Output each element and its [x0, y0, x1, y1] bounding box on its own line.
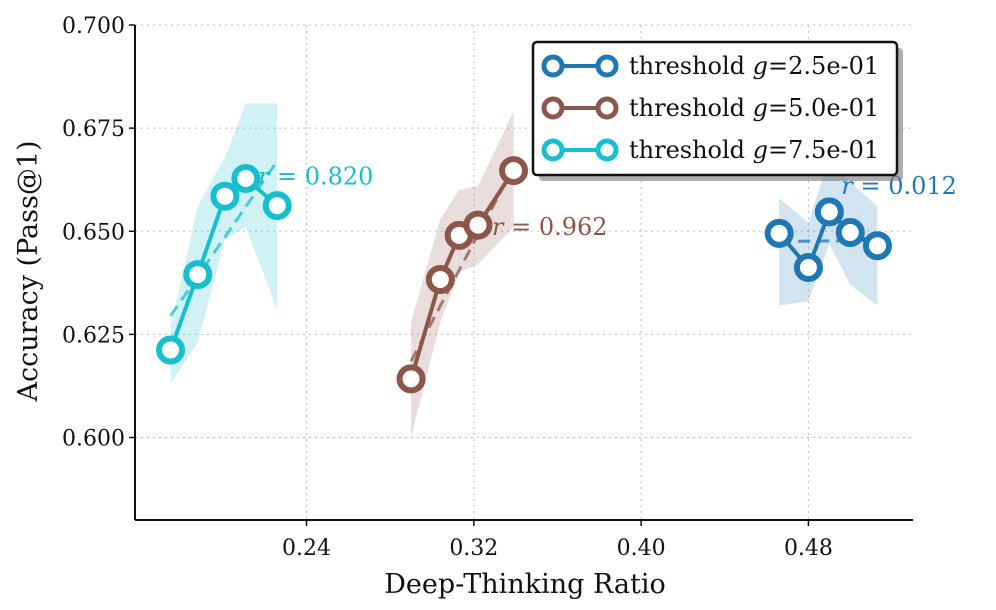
legend-label-value: =5.0e-01 — [768, 94, 879, 122]
correlation-label-2: r = 0.962 — [492, 213, 608, 241]
band-3 — [170, 103, 278, 384]
legend-label: threshold g=5.0e-01 — [629, 94, 879, 122]
legend-marker — [541, 138, 565, 162]
y-tick-label: 0.625 — [62, 323, 125, 348]
data-point — [463, 210, 493, 240]
data-point — [499, 156, 529, 186]
x-tick-label: 0.32 — [449, 536, 498, 561]
band-2 — [411, 111, 514, 438]
x-tick-label: 0.48 — [784, 536, 833, 561]
data-point — [425, 265, 455, 295]
legend-label-value: =7.5e-01 — [768, 136, 879, 164]
correlation-var: r — [492, 213, 505, 241]
y-tick-label: 0.700 — [62, 14, 125, 39]
correlation-label-3: r = 0.820 — [258, 162, 374, 190]
data-point — [764, 218, 794, 248]
x-tick-label: 0.24 — [282, 536, 331, 561]
y-tick-label: 0.650 — [62, 220, 125, 245]
data-point — [210, 181, 240, 211]
legend-box — [531, 40, 899, 177]
legend-marker — [595, 96, 619, 120]
legend-label: threshold g=2.5e-01 — [629, 52, 879, 80]
x-tick-label: 0.40 — [617, 536, 666, 561]
legend-label-var: g — [753, 52, 768, 80]
legend-label-var: g — [753, 94, 768, 122]
legend-label-prefix: threshold — [629, 136, 753, 164]
tick-labels: 0.24 0.32 0.40 0.48 0.600 0.625 0.650 0.675 0.70… — [62, 14, 833, 561]
series-lines — [156, 156, 892, 394]
fit-line-3 — [169, 160, 279, 317]
data-point — [814, 197, 844, 227]
legend-label-var: g — [753, 136, 768, 164]
legend-marker — [541, 96, 565, 120]
legend-marker — [595, 54, 619, 78]
data-point — [835, 217, 865, 247]
data-point — [396, 364, 426, 394]
correlation-value: = 0.962 — [503, 213, 607, 241]
y-tick-label: 0.675 — [62, 117, 125, 142]
data-point — [231, 163, 261, 193]
data-point — [183, 260, 213, 290]
axes — [129, 24, 913, 526]
correlation-var: r — [258, 162, 271, 190]
y-tick-label: 0.600 — [62, 427, 125, 452]
legend-label-prefix: threshold — [629, 94, 753, 122]
x-axis-label: Deep-Thinking Ratio — [384, 569, 666, 600]
legend-label-value: =2.5e-01 — [768, 52, 879, 80]
legend-label-prefix: threshold — [629, 52, 753, 80]
legend-marker — [541, 54, 565, 78]
data-point — [156, 335, 186, 365]
y-axis-label: Accuracy (Pass@1) — [13, 140, 44, 402]
legend-marker — [595, 138, 619, 162]
data-point — [862, 231, 892, 261]
legend-label: threshold g=7.5e-01 — [629, 136, 879, 164]
data-point — [793, 253, 823, 283]
correlation-value: = 0.820 — [269, 162, 373, 190]
data-point — [262, 191, 292, 221]
